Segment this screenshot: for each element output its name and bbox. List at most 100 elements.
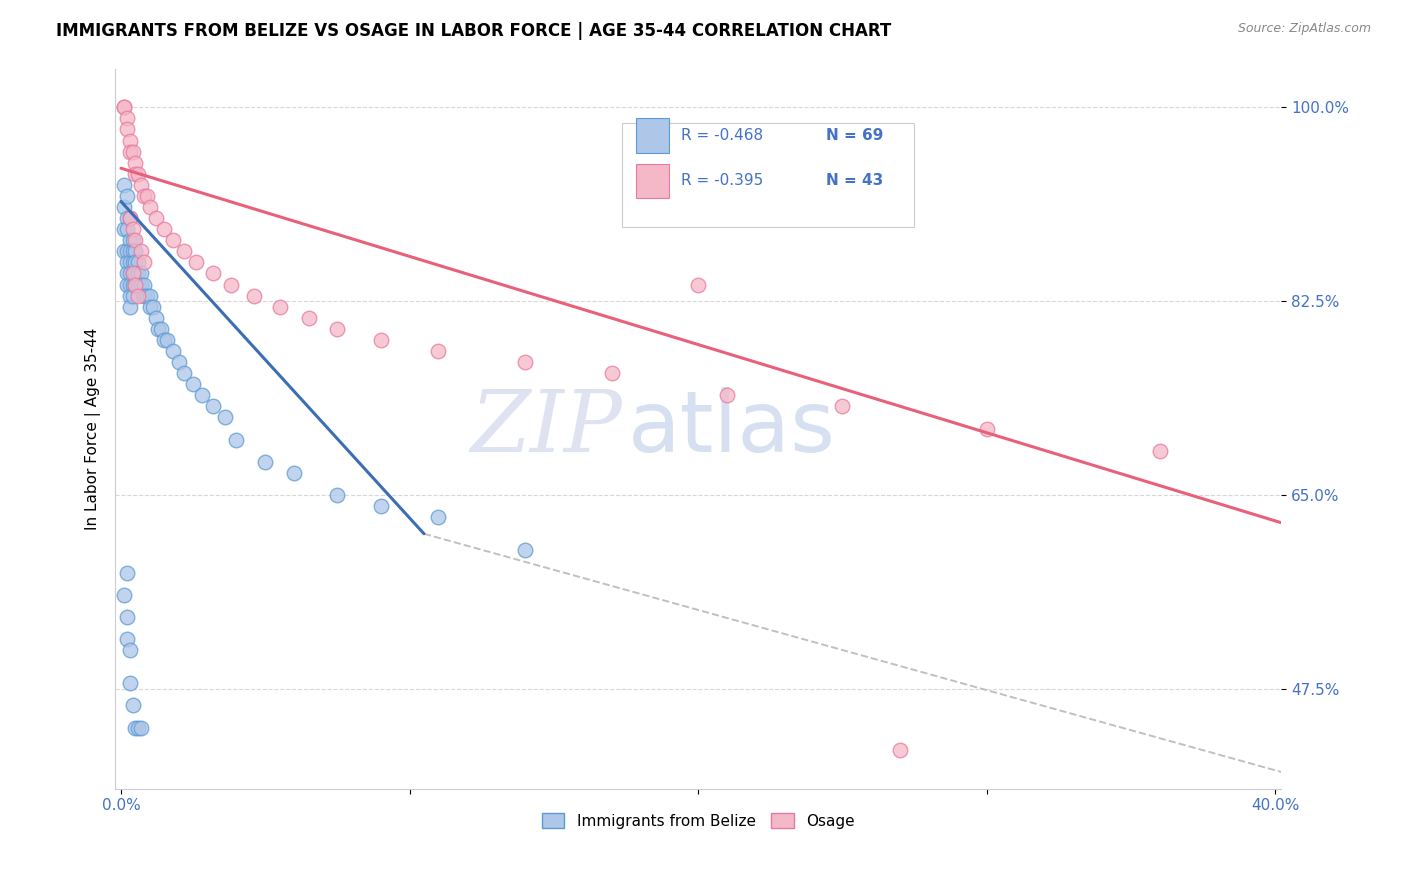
Bar — [637, 163, 669, 198]
Point — [129, 277, 152, 292]
Point — [976, 421, 998, 435]
Point — [162, 343, 184, 358]
Point — [173, 366, 195, 380]
Bar — [637, 119, 669, 153]
Point — [121, 233, 143, 247]
Point — [127, 267, 149, 281]
Point — [115, 277, 138, 292]
Point — [269, 300, 291, 314]
Point — [889, 743, 911, 757]
Point — [129, 178, 152, 192]
Text: atlas: atlas — [628, 387, 837, 470]
Point — [118, 288, 141, 302]
Text: N = 69: N = 69 — [827, 128, 884, 143]
Point — [124, 721, 146, 735]
Point — [124, 255, 146, 269]
Point — [115, 632, 138, 646]
Point — [254, 455, 277, 469]
Point — [191, 388, 214, 402]
Point — [136, 189, 159, 203]
Point — [121, 222, 143, 236]
Legend: Immigrants from Belize, Osage: Immigrants from Belize, Osage — [536, 806, 860, 835]
Point — [124, 277, 146, 292]
Point — [124, 267, 146, 281]
Point — [127, 255, 149, 269]
Point — [118, 211, 141, 225]
Point — [129, 267, 152, 281]
Point — [427, 343, 450, 358]
Point — [118, 211, 141, 225]
Point — [112, 200, 135, 214]
Point — [118, 643, 141, 657]
Point — [600, 366, 623, 380]
Point — [112, 222, 135, 236]
Point — [118, 267, 141, 281]
Point — [184, 255, 207, 269]
Point — [115, 566, 138, 580]
Point — [112, 588, 135, 602]
Point — [326, 322, 349, 336]
Point — [139, 200, 162, 214]
Point — [225, 433, 247, 447]
Point — [115, 122, 138, 136]
Point — [132, 255, 155, 269]
Point — [124, 167, 146, 181]
Point — [132, 288, 155, 302]
Point — [115, 222, 138, 236]
Point — [121, 255, 143, 269]
Point — [121, 244, 143, 259]
Point — [1149, 443, 1171, 458]
Point — [370, 333, 392, 347]
Text: R = -0.395: R = -0.395 — [681, 173, 763, 188]
Point — [145, 211, 167, 225]
Text: ZIP: ZIP — [471, 387, 623, 470]
Point — [118, 300, 141, 314]
Point — [148, 322, 170, 336]
Point — [427, 510, 450, 524]
Point — [121, 267, 143, 281]
Point — [112, 100, 135, 114]
Point — [121, 277, 143, 292]
Text: Source: ZipAtlas.com: Source: ZipAtlas.com — [1237, 22, 1371, 36]
Text: IMMIGRANTS FROM BELIZE VS OSAGE IN LABOR FORCE | AGE 35-44 CORRELATION CHART: IMMIGRANTS FROM BELIZE VS OSAGE IN LABOR… — [56, 22, 891, 40]
Point — [202, 267, 225, 281]
Point — [297, 310, 319, 325]
Point — [127, 167, 149, 181]
Point — [127, 721, 149, 735]
Point — [202, 400, 225, 414]
Point — [115, 244, 138, 259]
Point — [139, 300, 162, 314]
Point — [115, 112, 138, 126]
Point — [242, 288, 264, 302]
Point — [112, 178, 135, 192]
Point — [115, 267, 138, 281]
Point — [139, 288, 162, 302]
Point — [132, 189, 155, 203]
Point — [326, 488, 349, 502]
Point — [156, 333, 179, 347]
Point — [162, 233, 184, 247]
Point — [115, 189, 138, 203]
Point — [173, 244, 195, 259]
Point — [688, 277, 710, 292]
Point — [370, 499, 392, 513]
Point — [118, 134, 141, 148]
Point — [513, 543, 536, 558]
Point — [118, 277, 141, 292]
Point — [150, 322, 173, 336]
Point — [118, 255, 141, 269]
Point — [181, 377, 204, 392]
Point — [124, 233, 146, 247]
Point — [124, 277, 146, 292]
Point — [121, 267, 143, 281]
Point — [112, 244, 135, 259]
Point — [121, 145, 143, 159]
Point — [129, 721, 152, 735]
Point — [112, 100, 135, 114]
Point — [118, 244, 141, 259]
Point — [153, 333, 176, 347]
FancyBboxPatch shape — [623, 122, 914, 227]
Point — [124, 244, 146, 259]
Point — [513, 355, 536, 369]
Point — [115, 211, 138, 225]
